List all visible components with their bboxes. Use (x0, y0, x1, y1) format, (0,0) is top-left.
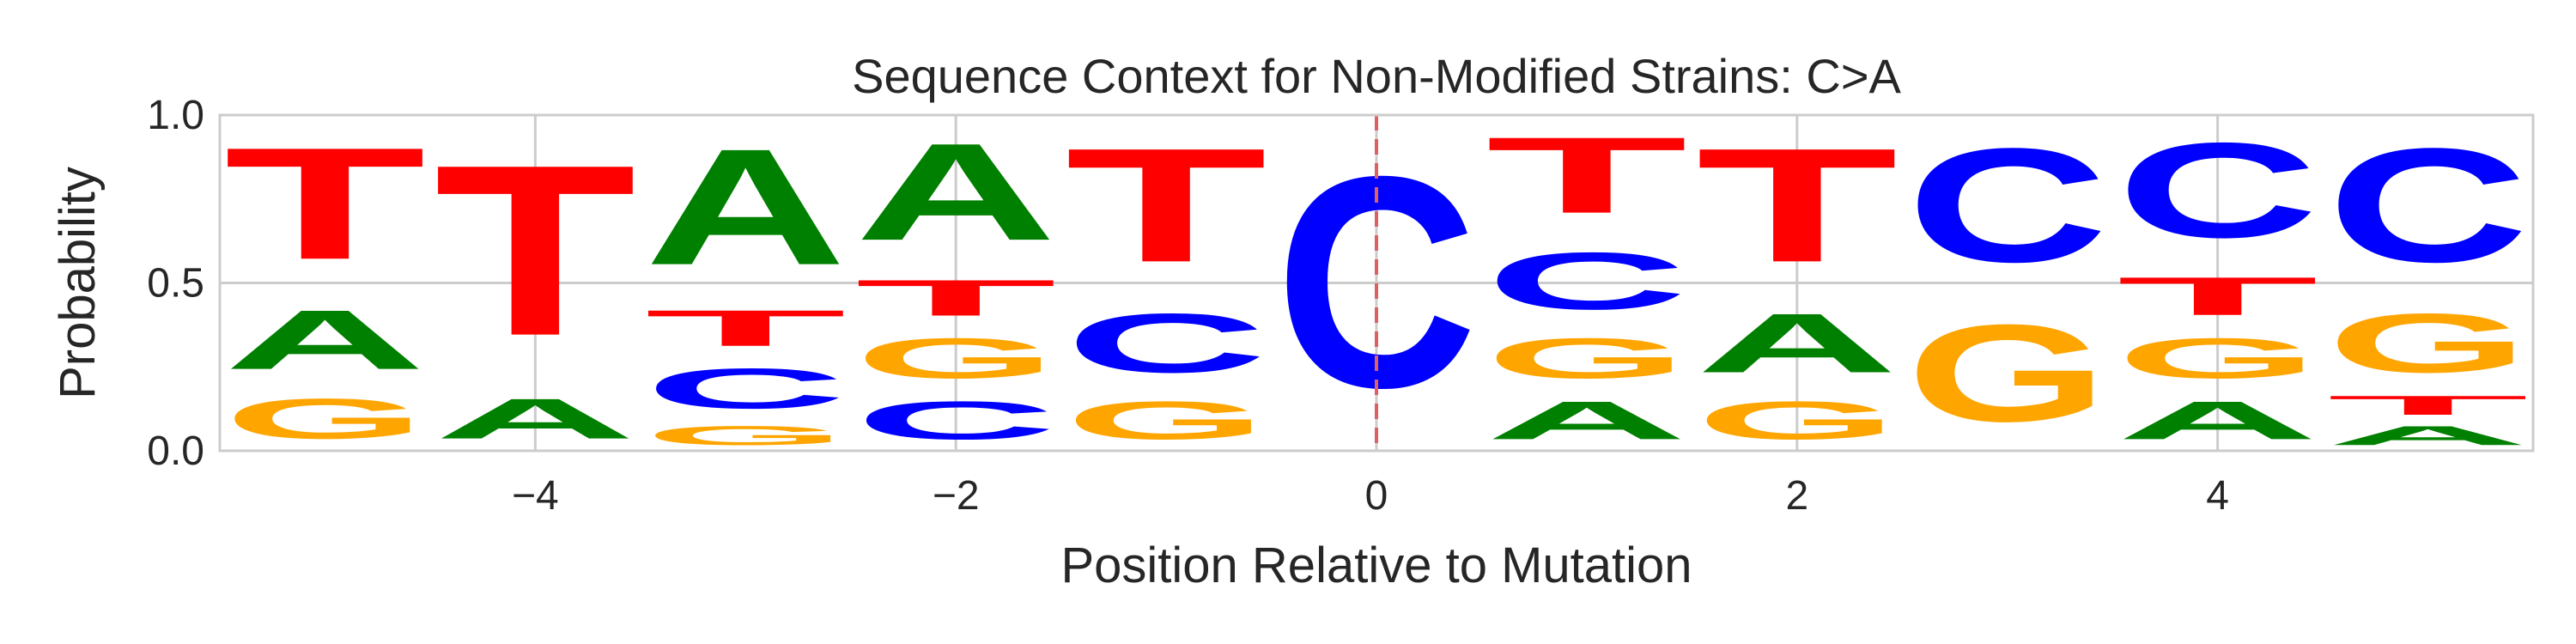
logo-letter-g: G (1906, 296, 2108, 451)
logo-letter-a: A (2327, 421, 2529, 451)
logo-letter-c: C (1485, 235, 1687, 326)
logo-letter-a: A (2117, 390, 2318, 451)
logo-letter-t: T (2327, 390, 2529, 420)
logo-letter-c: C (1066, 295, 1267, 390)
logo-letter-a: A (224, 293, 426, 387)
logo-letter-t: T (224, 114, 426, 293)
logo-letter-g: G (1485, 326, 1687, 390)
logo-letter-a: A (1485, 390, 1687, 451)
logo-letter-g: G (645, 421, 847, 451)
logo-letter-g: G (224, 387, 426, 451)
x-axis-label: Position Relative to Mutation (1060, 538, 1692, 593)
logo-letter-t: T (2117, 266, 2318, 326)
logo-letter-g: G (2327, 296, 2529, 391)
x-tick-label: 0 (1365, 473, 1388, 519)
logo-letter-t: T (1485, 114, 1687, 235)
logo-letter-c: C (2327, 115, 2529, 296)
logo-letter-g: G (1066, 390, 1267, 451)
x-tick-label: 4 (2206, 473, 2229, 519)
logo-letter-a: A (855, 115, 1057, 270)
y-axis-label: Probability (50, 167, 106, 399)
logo-letter-c: C (1906, 115, 2108, 296)
logo-letter-g: G (855, 326, 1057, 390)
y-tick-label: 0.5 (147, 261, 204, 307)
logo-letter-a: A (1696, 295, 1898, 390)
x-tick-label: −2 (933, 473, 980, 519)
logo-letter-t: T (1696, 114, 1898, 296)
logo-letter-t: T (855, 270, 1057, 326)
logo-letter-a: A (645, 114, 847, 300)
logo-letter-g: G (1696, 390, 1898, 451)
logo-letter-t: T (434, 114, 636, 386)
y-tick-label: 1.0 (147, 93, 204, 138)
logo-letter-c: C (2117, 115, 2318, 266)
logo-letter-t: T (645, 300, 847, 356)
x-tick-label: 2 (1785, 473, 1808, 519)
logo-letter-a: A (434, 386, 636, 451)
plot-frame (218, 113, 2535, 453)
chart-title: Sequence Context for Non-Modified Strain… (852, 49, 1901, 103)
tick-labels-layer: 0.0 0.5 1.0 −4 −2 0 2 4 (147, 93, 2229, 519)
logo-letter-g: G (2117, 326, 2318, 390)
logo-letter-c: C (855, 390, 1057, 451)
logo-letter-t: T (1066, 114, 1267, 296)
x-tick-label: −4 (512, 473, 559, 519)
logo-letter-c: C (645, 356, 847, 421)
y-tick-label: 0.0 (147, 428, 204, 474)
